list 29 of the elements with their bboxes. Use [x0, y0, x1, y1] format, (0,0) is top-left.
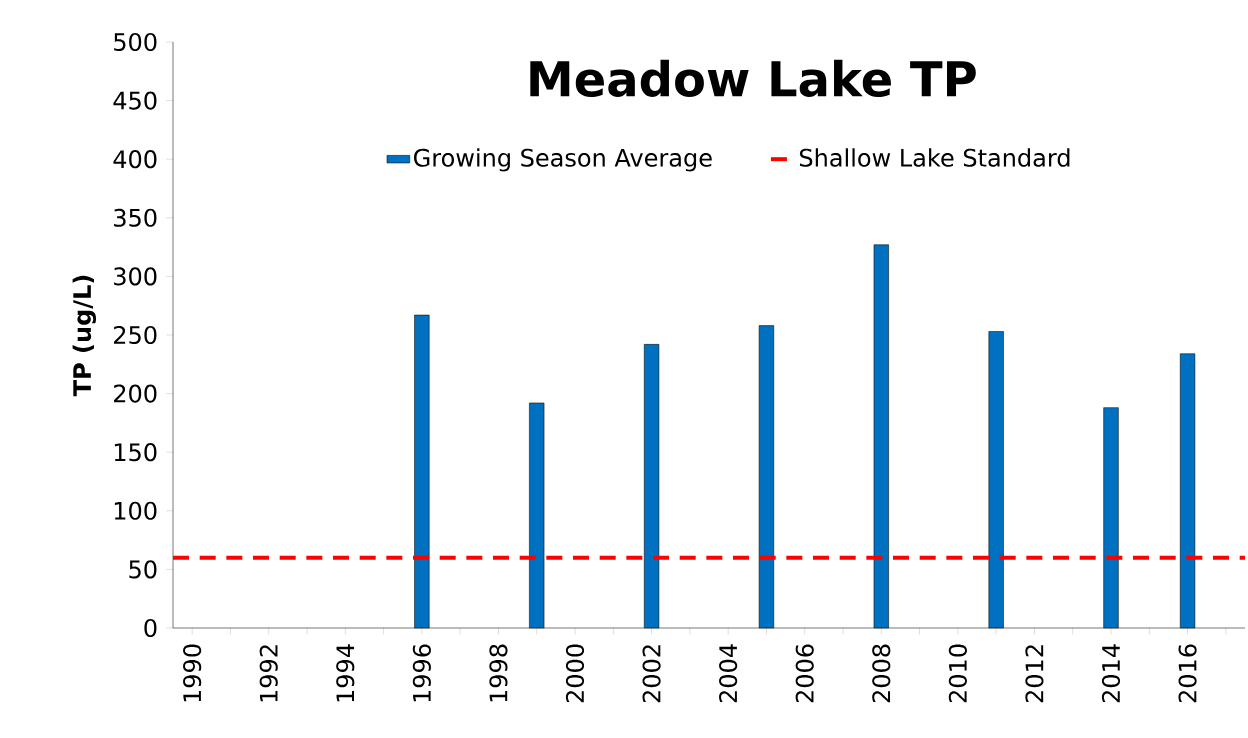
y-tick-label: 200	[114, 384, 157, 403]
x-tick-label: 2002	[642, 645, 661, 703]
legend-label: Shallow Lake Standard	[799, 148, 1070, 167]
y-tick-label: 0	[144, 618, 157, 638]
y-tick-label: 100	[114, 501, 157, 520]
y-tick-label: 250	[114, 325, 157, 345]
chart-title: Meadow Lake TP	[530, 59, 976, 97]
y-tick-label: 300	[114, 267, 157, 286]
x-tick-label: 1998	[489, 644, 508, 702]
x-tick-label: 2016	[1178, 644, 1197, 703]
y-axis-title: TP (ug/L)	[72, 275, 97, 397]
legend-label: Growing Season Average	[414, 148, 712, 172]
y-tick-label: 500	[114, 32, 157, 52]
y-tick-label: 150	[114, 443, 157, 462]
x-tick-label: 2010	[948, 644, 967, 703]
x-tick-label: 2014	[1101, 644, 1121, 703]
y-tick-label: 400	[113, 150, 157, 169]
x-tick-label: 2004	[719, 644, 738, 703]
x-tick-label: 1996	[412, 644, 431, 702]
x-tick-label: 1994	[336, 644, 355, 702]
y-tick-label: 350	[114, 208, 157, 227]
x-tick-label: 1992	[259, 645, 278, 702]
x-tick-label: 2012	[1025, 645, 1044, 703]
x-tick-label: 2006	[795, 644, 814, 703]
x-tick-label: 1990	[183, 644, 202, 702]
x-tick-label: 2000	[565, 644, 585, 703]
x-tick-label: 2008	[872, 644, 891, 703]
y-tick-label: 50	[129, 560, 157, 579]
y-tick-label: 450	[113, 91, 157, 110]
